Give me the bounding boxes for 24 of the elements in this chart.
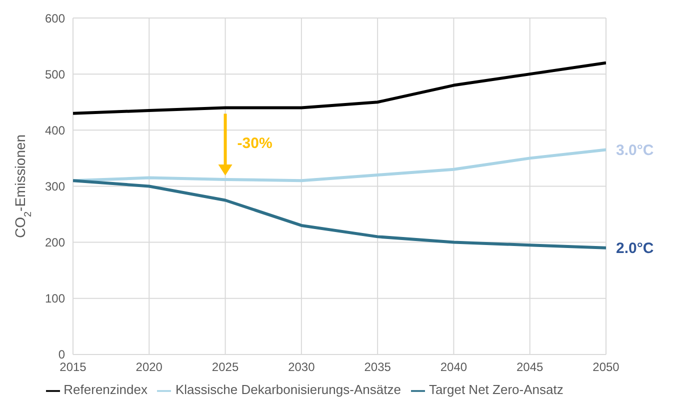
x-tick-label: 2035: [364, 360, 392, 374]
x-tick-label: 2015: [60, 360, 87, 374]
x-tick-label: 2045: [516, 360, 544, 374]
y-tick-label: 500: [44, 67, 66, 82]
annotation: -30%: [237, 134, 272, 152]
x-tick-label: 2025: [212, 360, 239, 374]
line-series: [73, 148, 606, 182]
x-tick-label: 2020: [136, 360, 163, 374]
y-tick-label: 100: [44, 292, 66, 306]
y-tick-label: 0: [58, 348, 66, 362]
legend-label: Target Net Zero-Ansatz: [428, 382, 564, 398]
y-tick-label: 200: [44, 236, 66, 250]
y-tick-label: 600: [44, 11, 66, 26]
x-tick-label: 2050: [592, 360, 620, 374]
line-series: [73, 179, 606, 250]
x-tick-label: 2040: [440, 360, 468, 374]
legend-label: Referenzindex: [64, 382, 148, 398]
y-tick-label: 400: [44, 123, 66, 138]
legend-label: Klassische Dekarbonisierungs-Ansätze: [175, 382, 401, 398]
line-series: [73, 61, 606, 115]
text: 2.0°C: [616, 240, 654, 258]
text: 3.0°C: [616, 142, 654, 160]
x-tick-label: 2030: [288, 360, 316, 374]
y-tick-label: 300: [44, 179, 66, 194]
